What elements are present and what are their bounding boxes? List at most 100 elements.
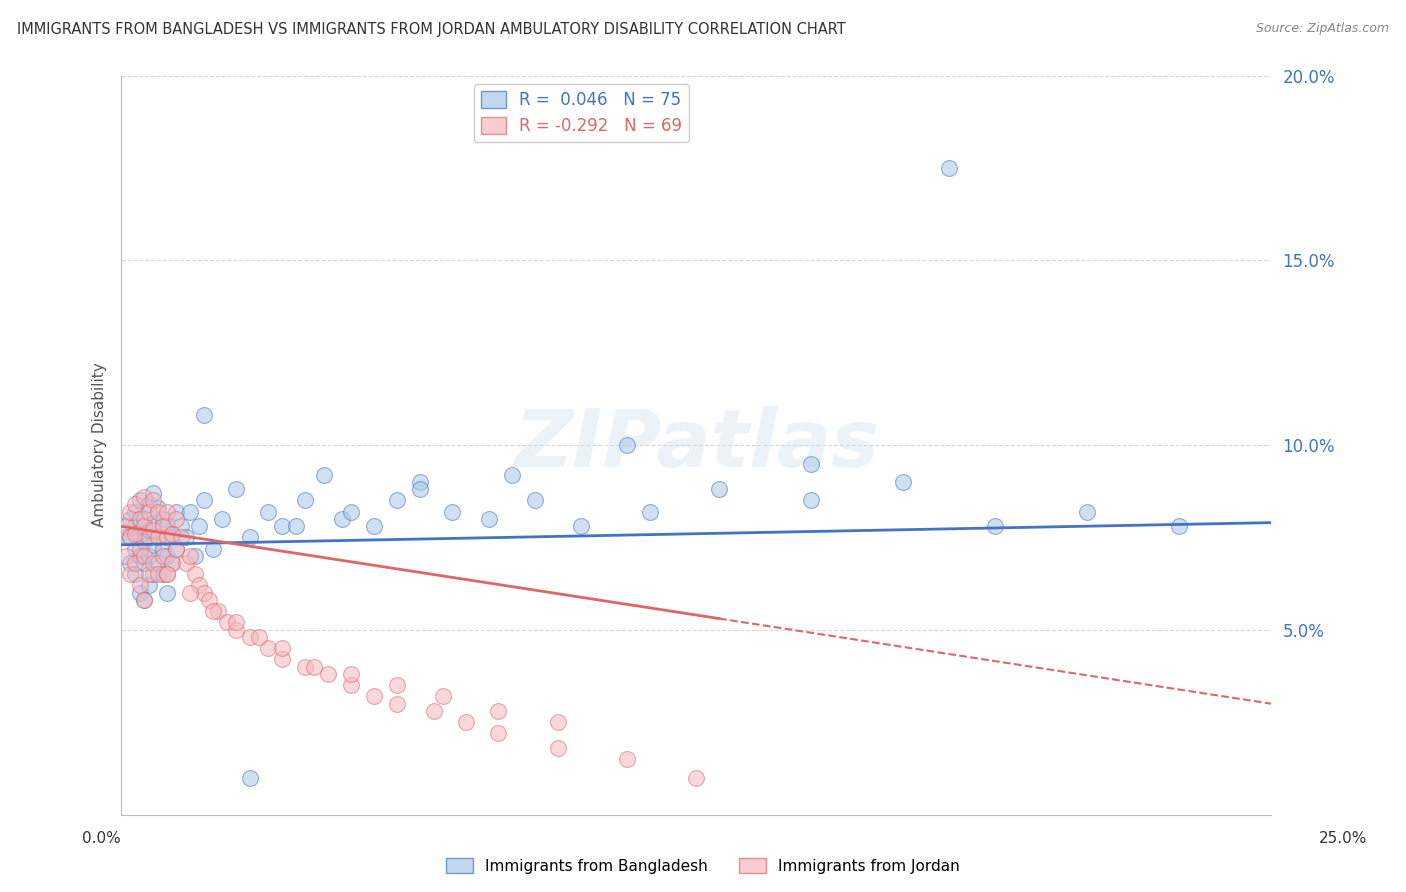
Point [363,690,385,704]
Point [179,586,201,600]
Point [179,549,201,563]
Point [193,409,215,423]
Point [441,504,464,518]
Point [165,504,187,518]
Point [152,549,174,563]
Point [174,530,197,544]
Point [486,726,509,740]
Point [146,504,169,518]
Point [387,493,409,508]
Point [685,771,707,785]
Point [363,519,385,533]
Text: 0.0%: 0.0% [82,831,121,846]
Point [138,523,160,537]
Point [800,493,823,508]
Point [128,493,150,508]
Point [134,593,156,607]
Point [202,541,225,556]
Point [120,556,142,570]
Point [294,659,316,673]
Point [120,512,142,526]
Point [239,530,262,544]
Point [128,549,150,563]
Point [1168,519,1191,533]
Point [142,567,165,582]
Point [124,541,146,556]
Point [938,161,960,175]
Point [330,512,353,526]
Point [984,519,1007,533]
Point [124,567,146,582]
Point [165,541,187,556]
Point [193,493,215,508]
Point [709,483,731,497]
Point [120,504,142,518]
Point [146,500,169,515]
Point [160,556,183,570]
Point [138,578,160,592]
Point [134,534,156,549]
Y-axis label: Ambulatory Disability: Ambulatory Disability [93,363,107,527]
Point [138,504,160,518]
Point [486,704,509,718]
Point [184,567,207,582]
Point [257,641,280,656]
Point [271,519,294,533]
Point [225,483,247,497]
Point [247,630,270,644]
Point [156,519,179,533]
Legend: R =  0.046   N = 75, R = -0.292   N = 69: R = 0.046 N = 75, R = -0.292 N = 69 [474,84,689,142]
Point [207,604,229,618]
Point [891,475,914,489]
Point [387,697,409,711]
Point [547,715,569,730]
Point [134,519,156,533]
Point [423,704,446,718]
Point [456,715,478,730]
Point [146,556,169,570]
Legend: Immigrants from Bangladesh, Immigrants from Jordan: Immigrants from Bangladesh, Immigrants f… [440,852,966,880]
Point [156,549,179,563]
Point [501,467,523,482]
Point [294,493,316,508]
Point [239,771,262,785]
Point [156,567,179,582]
Point [478,512,501,526]
Point [124,519,146,533]
Point [146,567,169,582]
Point [179,504,201,518]
Point [138,567,160,582]
Point [304,659,326,673]
Point [160,526,183,541]
Point [160,526,183,541]
Point [215,615,238,630]
Point [152,512,174,526]
Point [165,512,187,526]
Point [387,678,409,692]
Point [128,578,150,592]
Point [142,556,165,570]
Point [120,567,142,582]
Point [138,497,160,511]
Point [193,586,215,600]
Point [152,567,174,582]
Point [114,519,136,533]
Point [152,541,174,556]
Text: IMMIGRANTS FROM BANGLADESH VS IMMIGRANTS FROM JORDAN AMBULATORY DISABILITY CORRE: IMMIGRANTS FROM BANGLADESH VS IMMIGRANTS… [17,22,845,37]
Point [134,593,156,607]
Point [128,586,150,600]
Point [146,530,169,544]
Point [547,741,569,756]
Point [271,652,294,666]
Point [128,526,150,541]
Point [134,549,156,563]
Point [340,678,363,692]
Point [285,519,308,533]
Point [128,541,150,556]
Point [616,438,638,452]
Point [225,623,247,637]
Point [800,457,823,471]
Point [1076,504,1098,518]
Point [124,497,146,511]
Point [165,541,187,556]
